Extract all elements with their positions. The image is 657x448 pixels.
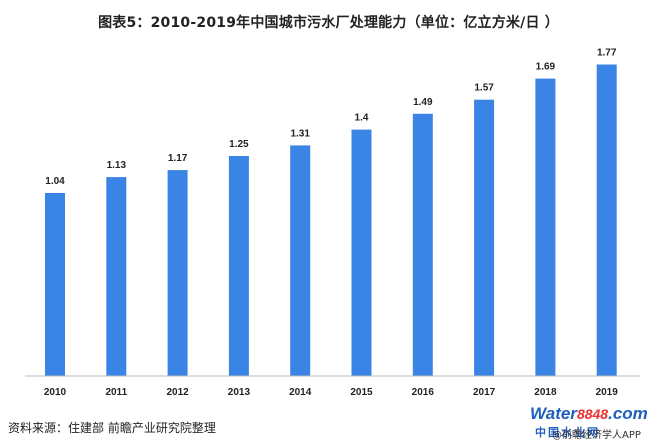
bar-2013: [229, 156, 249, 376]
value-label-2015: 1.4: [355, 113, 369, 124]
value-label-2019: 1.77: [597, 48, 617, 59]
value-label-2012: 1.17: [168, 153, 188, 164]
x-tick-label-2012: 2012: [166, 387, 189, 398]
bars-layer: [45, 65, 617, 377]
value-label-2017: 1.57: [474, 83, 494, 94]
x-tick-label-2011: 2011: [105, 387, 127, 398]
x-tick-label-2019: 2019: [596, 387, 619, 398]
bar-2019: [597, 65, 617, 377]
source-note: 资料来源：住建部 前瞻产业研究院整理: [8, 419, 216, 436]
x-tick-label-2013: 2013: [228, 387, 251, 398]
x-tick-label-2016: 2016: [412, 387, 435, 398]
value-labels-layer: 1.04 1.13 1.17 1.25 1.31 1.4 1.49 1.57 1.69 1.77: [45, 48, 617, 188]
x-tick-label-2014: 2014: [289, 387, 312, 398]
x-tick-labels-layer: 2010 2011 2012 2013 2014 2015 2016 2017 2018 2019: [44, 387, 618, 398]
bar-2017: [474, 100, 494, 376]
bar-2011: [106, 177, 126, 376]
value-label-2014: 1.31: [290, 128, 310, 139]
logo-com-text: .com: [608, 404, 648, 423]
value-label-2016: 1.49: [413, 97, 433, 108]
logo-water-text: Water: [530, 404, 577, 423]
x-tick-label-2010: 2010: [44, 387, 67, 398]
bar-2016: [413, 114, 433, 376]
site-logo[interactable]: Water8848.com: [530, 404, 648, 424]
bar-2010: [45, 193, 65, 376]
x-tick-label-2017: 2017: [473, 387, 496, 398]
value-label-2018: 1.69: [536, 62, 556, 73]
value-label-2010: 1.04: [45, 176, 65, 187]
x-tick-label-2015: 2015: [350, 387, 373, 398]
value-label-2013: 1.25: [229, 139, 249, 150]
bar-2018: [535, 79, 555, 376]
bar-2014: [290, 145, 310, 376]
credit-watermark: @前瞻经济学人APP: [552, 426, 641, 441]
bar-2015: [352, 130, 372, 376]
bar-2012: [168, 170, 188, 376]
logo-number-text: 8848: [577, 406, 608, 422]
value-label-2011: 1.13: [107, 160, 127, 171]
x-tick-label-2018: 2018: [534, 387, 557, 398]
